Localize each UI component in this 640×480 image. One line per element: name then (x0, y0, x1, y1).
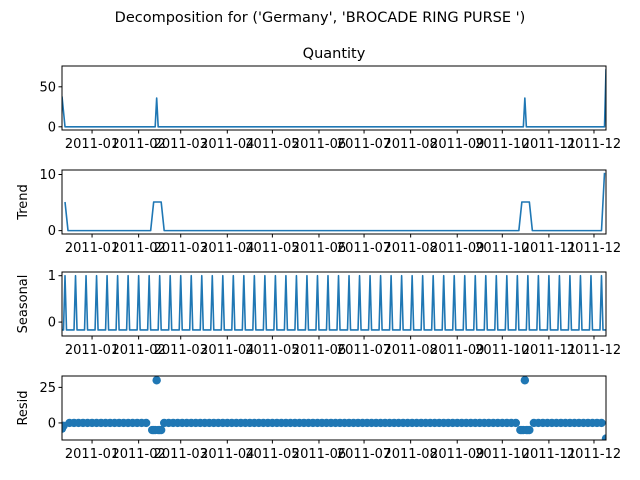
seasonal-panel: 012011-012011-022011-032011-042011-05201… (16, 269, 621, 358)
quantity-axis-title: Quantity (303, 46, 366, 62)
seasonal-xtick-label: 2011-04 (200, 343, 254, 358)
quantity-axes-frame (61, 65, 607, 131)
trend-xtick-label: 2011-10 (475, 241, 529, 256)
trend-plot-area (64, 172, 606, 232)
resid-axes-frame (61, 375, 607, 441)
panels: 0502011-012011-022011-032011-042011-0520… (16, 46, 621, 462)
resid-panel: 0252011-012011-022011-032011-042011-0520… (16, 375, 621, 462)
trend-xtick-label: 2011-07 (337, 241, 391, 256)
quantity-xtick-label: 2011-02 (111, 137, 165, 152)
trend-ytick-label: 0 (48, 224, 56, 239)
quantity-xtick-label: 2011-03 (154, 137, 208, 152)
quantity-panel: 0502011-012011-022011-032011-042011-0520… (39, 46, 621, 152)
resid-point (520, 376, 530, 385)
seasonal-xtick-label: 2011-08 (383, 343, 437, 358)
resid-xtick-label: 2011-03 (154, 447, 208, 462)
seasonal-ytick-label: 0 (48, 316, 56, 331)
trend-xtick-label: 2011-12 (567, 241, 621, 256)
seasonal-axes-frame (61, 271, 607, 337)
trend-xtick-label: 2011-06 (292, 241, 346, 256)
quantity-xtick-label: 2011-12 (567, 137, 621, 152)
resid-xtick-label: 2011-11 (522, 447, 576, 462)
seasonal-ylabel: Seasonal (16, 275, 31, 334)
resid-plot-area (62, 376, 606, 440)
resid-point (156, 425, 166, 435)
quantity-series-line (62, 69, 606, 128)
quantity-xtick-label: 2011-01 (65, 137, 119, 152)
seasonal-xtick-label: 2011-02 (111, 343, 165, 358)
quantity-xtick-label: 2011-07 (337, 137, 391, 152)
resid-xtick-label: 2011-04 (200, 447, 254, 462)
resid-xtick-label: 2011-07 (337, 447, 391, 462)
seasonal-xtick-label: 2011-09 (430, 343, 484, 358)
resid-point (601, 434, 606, 440)
quantity-xtick-label: 2011-04 (200, 137, 254, 152)
quantity-ytick-label: 0 (48, 120, 56, 135)
resid-xtick-label: 2011-10 (475, 447, 529, 462)
trend-xtick-label: 2011-09 (430, 241, 484, 256)
resid-point (511, 418, 521, 428)
seasonal-plot-area (62, 274, 606, 331)
figure-suptitle: Decomposition for ('Germany', 'BROCADE R… (115, 10, 526, 26)
trend-ylabel: Trend (16, 184, 31, 221)
resid-point (525, 425, 534, 435)
seasonal-xtick-label: 2011-07 (337, 343, 391, 358)
quantity-ytick-label: 50 (39, 80, 56, 95)
trend-xtick-label: 2011-04 (200, 241, 254, 256)
resid-point (141, 418, 151, 428)
trend-series-line (64, 172, 606, 232)
trend-xtick-label: 2011-05 (245, 241, 299, 256)
seasonal-xtick-label: 2011-03 (154, 343, 208, 358)
quantity-plot-area (62, 69, 606, 128)
seasonal-xtick-label: 2011-12 (567, 343, 621, 358)
seasonal-xtick-label: 2011-01 (65, 343, 119, 358)
resid-xtick-label: 2011-02 (111, 447, 165, 462)
trend-axes-frame (61, 169, 607, 235)
seasonal-ytick-label: 1 (48, 269, 56, 284)
resid-xtick-label: 2011-06 (292, 447, 346, 462)
resid-point (597, 418, 606, 428)
quantity-xtick-label: 2011-05 (245, 137, 299, 152)
resid-point (152, 376, 161, 385)
quantity-xtick-label: 2011-11 (522, 137, 576, 152)
seasonal-xtick-label: 2011-11 (522, 343, 576, 358)
trend-xtick-label: 2011-02 (111, 241, 165, 256)
trend-xtick-label: 2011-03 (154, 241, 208, 256)
resid-xtick-label: 2011-08 (383, 447, 437, 462)
quantity-xtick-label: 2011-08 (383, 137, 437, 152)
resid-ylabel: Resid (16, 390, 31, 425)
trend-ytick-label: 10 (39, 168, 56, 183)
quantity-xtick-label: 2011-06 (292, 137, 346, 152)
seasonal-xtick-label: 2011-10 (475, 343, 529, 358)
trend-xtick-label: 2011-11 (522, 241, 576, 256)
resid-xtick-label: 2011-09 (430, 447, 484, 462)
quantity-xtick-label: 2011-10 (475, 137, 529, 152)
seasonal-series-line (62, 274, 606, 331)
resid-xtick-label: 2011-05 (245, 447, 299, 462)
resid-ytick-label: 25 (39, 381, 56, 396)
trend-xtick-label: 2011-08 (383, 241, 437, 256)
resid-ytick-label: 0 (48, 416, 56, 431)
trend-xtick-label: 2011-01 (65, 241, 119, 256)
trend-panel: 0102011-012011-022011-032011-042011-0520… (16, 168, 621, 256)
resid-point (62, 421, 68, 430)
quantity-xtick-label: 2011-09 (430, 137, 484, 152)
resid-xtick-label: 2011-12 (567, 447, 621, 462)
seasonal-xtick-label: 2011-06 (292, 343, 346, 358)
seasonal-xtick-label: 2011-05 (245, 343, 299, 358)
resid-xtick-label: 2011-01 (65, 447, 119, 462)
